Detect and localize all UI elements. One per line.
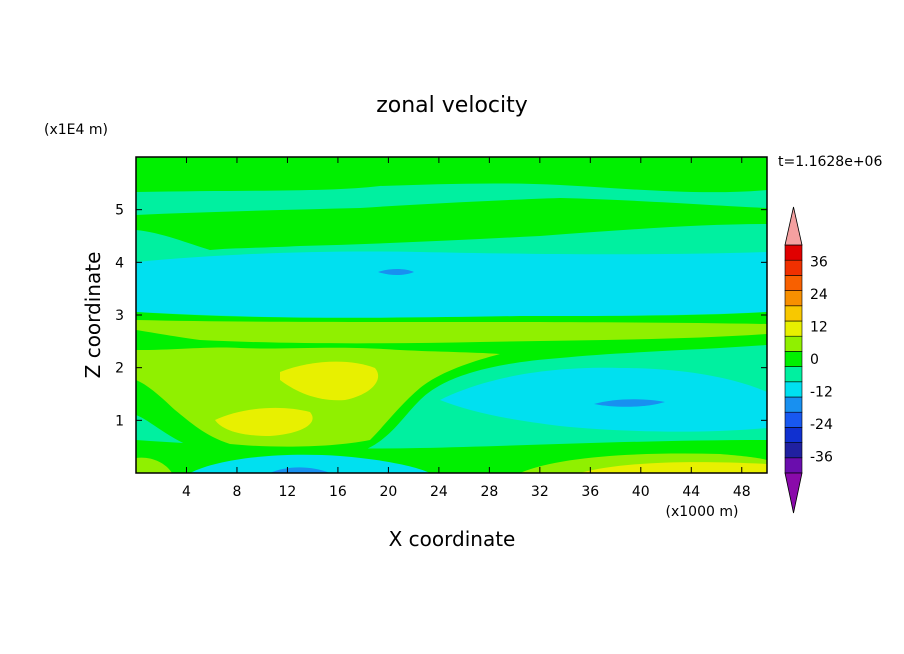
y-tick-label: 2: [115, 361, 124, 377]
colorbar-swatch: [784, 259, 803, 276]
colorbar-swatch: [784, 290, 803, 307]
colorbar-swatch: [784, 457, 803, 474]
colorbar-swatch: [784, 320, 803, 337]
x-tick-label: 8: [232, 484, 241, 500]
contour-region: [190, 454, 430, 473]
chart-title: zonal velocity: [376, 93, 528, 118]
colorbar-tick-label: -24: [810, 417, 833, 433]
contour-region: [136, 320, 767, 344]
contour-region: [594, 399, 665, 407]
colorbar-swatch: [784, 244, 803, 261]
y-tick-label: 5: [115, 203, 124, 219]
x-axis-label: X coordinate: [389, 527, 516, 551]
contour-region: [136, 457, 172, 473]
x-tick-label: 24: [430, 484, 448, 500]
colorbar-swatch: [784, 351, 803, 367]
colorbar-tick-label: 36: [810, 254, 828, 270]
contour-region: [136, 157, 767, 193]
contour-region: [215, 407, 313, 436]
colorbar-tick-label: 24: [810, 287, 828, 303]
y-tick-label: 1: [115, 413, 124, 429]
colorbar: -36 -24 -12 0 12 24 36: [784, 206, 833, 514]
colorbar-swatch: [784, 305, 803, 322]
x-tick-label: 32: [531, 484, 549, 500]
contour-region: [270, 467, 330, 473]
contour-region: [280, 361, 379, 401]
contour-region: [378, 269, 414, 275]
colorbar-tick-label: 12: [810, 319, 828, 335]
colorbar-tick-label: 0: [810, 352, 819, 368]
y-axis-label: Z coordinate: [81, 252, 105, 379]
colorbar-swatch: [784, 381, 803, 398]
contour-field: [136, 157, 767, 473]
contour-region: [440, 367, 767, 432]
x-tick-label: 16: [329, 484, 347, 500]
colorbar-swatch: [784, 335, 803, 352]
x-tick-label: 28: [480, 484, 498, 500]
x-axis: 4 8 12 16 20 24 28 32 36 40 44 48: [182, 157, 751, 500]
colorbar-swatch: [784, 396, 803, 413]
y-axis: 1 2 3 4 5: [115, 203, 767, 429]
x-scale-label: (x1000 m): [666, 504, 739, 520]
colorbar-swatch: [784, 366, 803, 383]
x-tick-label: 20: [379, 484, 397, 500]
x-tick-label: 44: [682, 484, 700, 500]
x-tick-label: 40: [632, 484, 650, 500]
contour-region: [136, 198, 767, 250]
x-tick-label: 48: [733, 484, 751, 500]
contour-region: [136, 251, 767, 319]
time-label: t=1.1628e+06: [778, 154, 882, 170]
x-tick-label: 12: [279, 484, 297, 500]
colorbar-swatch: [784, 427, 803, 443]
colorbar-swatch: [784, 411, 803, 428]
x-tick-label: 4: [182, 484, 191, 500]
colorbar-under-arrow: [784, 472, 803, 514]
colorbar-over-arrow: [784, 206, 803, 246]
y-scale-label: (x1E4 m): [44, 122, 108, 138]
colorbar-swatch: [784, 442, 803, 459]
x-tick-label: 36: [581, 484, 599, 500]
colorbar-tick-label: -36: [810, 450, 833, 466]
contour-region: [580, 462, 767, 473]
y-tick-label: 4: [115, 255, 124, 271]
colorbar-tick-label: -12: [810, 385, 833, 401]
colorbar-swatch: [784, 275, 803, 291]
y-tick-label: 3: [115, 308, 124, 324]
